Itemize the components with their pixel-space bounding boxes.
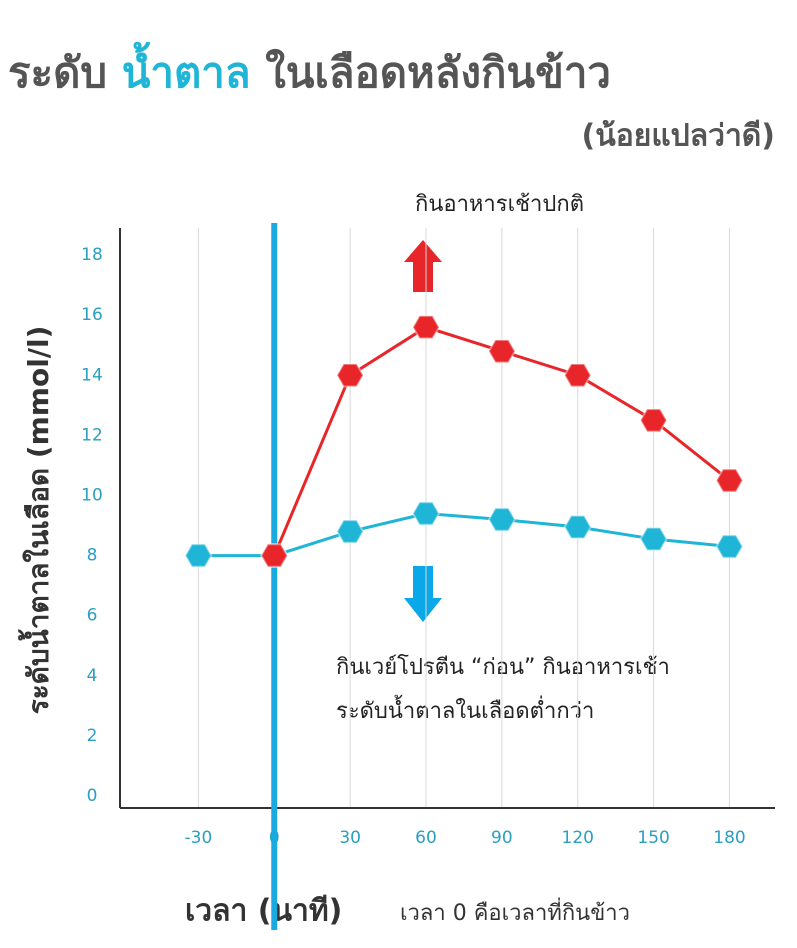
y-tick-label: 18 — [81, 245, 103, 265]
y-tick-label: 12 — [81, 425, 103, 445]
y-axis-label: ระดับน้ำตาลในเลือด (mmol/l) — [17, 326, 55, 715]
annotation: กินอาหารเช้าปกติ — [415, 192, 584, 217]
y-tick-label: 4 — [87, 666, 98, 686]
point — [335, 363, 365, 388]
up-arrow — [404, 240, 442, 292]
y-tick-label: 14 — [81, 365, 103, 385]
point — [260, 543, 289, 568]
annotation: กินเวย์โปรตีน “ก่อน” กินอาหารเช้า — [336, 654, 670, 680]
x-tick-label: 30 — [339, 828, 361, 848]
x-tick-label: 180 — [713, 828, 745, 848]
down-arrow — [404, 566, 442, 622]
y-tick-label: 2 — [87, 726, 98, 746]
chart-title: ระดับ น้ำตาล ในเลือดหลังกินข้าว — [8, 41, 611, 97]
x-tick-label: -30 — [185, 828, 213, 848]
subtitle: (น้อยแปลว่าดี) — [582, 119, 775, 154]
point — [563, 514, 592, 540]
y-tick-label: 6 — [87, 606, 98, 626]
point — [335, 519, 365, 544]
title-part: ระดับ — [8, 48, 107, 97]
title-highlight: น้ำตาล — [122, 41, 251, 97]
point — [639, 526, 668, 552]
x-tick-label: 150 — [637, 828, 669, 848]
point — [411, 314, 441, 340]
y-tick-label: 10 — [81, 485, 103, 505]
point — [184, 543, 213, 568]
y-tick-label: 16 — [81, 305, 103, 325]
series-line — [198, 511, 730, 558]
x-tick-label: 60 — [415, 828, 437, 848]
x-note: เวลา 0 คือเวลาที่กินข้าว — [400, 897, 630, 926]
title-part: ในเลือดหลังกินข้าว — [265, 48, 611, 97]
x-tick-label: 90 — [491, 828, 513, 848]
point — [487, 507, 517, 532]
point — [411, 501, 441, 526]
y-tick-label: 0 — [87, 786, 98, 806]
annotation: ระดับน้ำตาลในเลือดต่ำกว่า — [336, 695, 594, 724]
point — [715, 468, 744, 493]
x-axis-label: เวลา (นาที) — [185, 894, 342, 929]
point — [639, 408, 668, 433]
y-tick-label: 8 — [87, 546, 98, 566]
point — [715, 534, 744, 559]
point — [563, 363, 592, 388]
x-tick-label: 120 — [562, 828, 594, 848]
point — [487, 339, 517, 364]
